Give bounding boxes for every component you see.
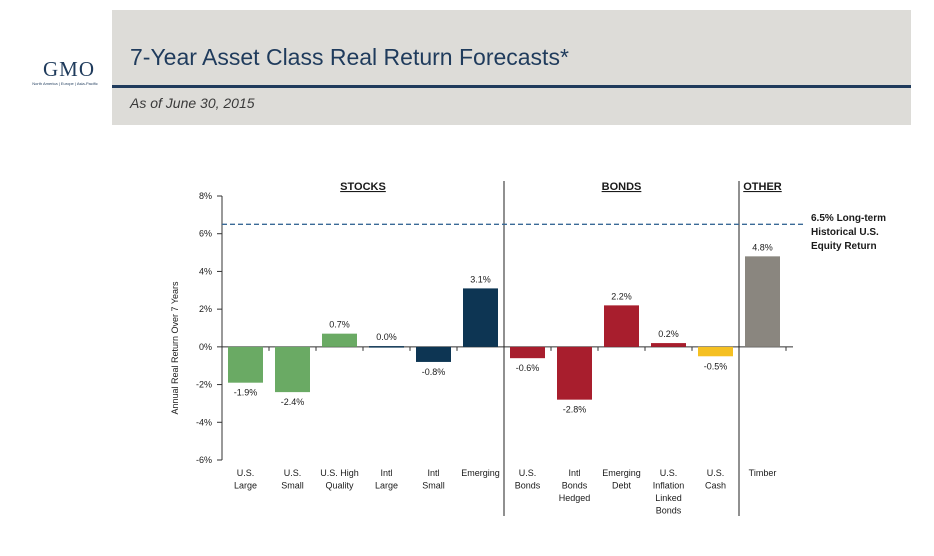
bar (463, 288, 498, 347)
bar-value-label: 4.8% (752, 242, 773, 252)
category-label: Intl (568, 468, 580, 478)
bar-value-label: -0.6% (516, 363, 540, 373)
gmo-logo: GMO (42, 57, 95, 81)
category-label: Emerging (602, 468, 641, 478)
y-tick-label: 4% (199, 266, 212, 276)
bar-value-label: -1.9% (234, 388, 258, 398)
reference-line-label: 6.5% Long-term (811, 213, 886, 224)
bar (698, 346, 733, 357)
bar (557, 346, 592, 400)
group-header-bonds: BONDS (602, 181, 642, 193)
bar (228, 346, 263, 383)
header-band (112, 10, 911, 125)
y-tick-label: -4% (196, 417, 212, 427)
category-label: Linked (655, 493, 682, 503)
bar (604, 305, 639, 347)
category-label: Hedged (559, 493, 591, 503)
bar (651, 343, 686, 347)
y-tick-label: 2% (199, 304, 212, 314)
category-label: Large (375, 481, 398, 491)
bar (369, 346, 404, 348)
group-header-stocks: STOCKS (340, 181, 386, 193)
category-label: U.S. (660, 468, 678, 478)
bar (416, 346, 451, 362)
category-label: Cash (705, 481, 726, 491)
bar-value-label: 0.2% (658, 329, 679, 339)
category-label: U.S. High (320, 468, 359, 478)
category-label: U.S. (237, 468, 255, 478)
category-label: Intl (380, 468, 392, 478)
reference-line-label: Equity Return (811, 241, 877, 252)
bar (510, 346, 545, 359)
category-label: Emerging (461, 468, 500, 478)
logo-subtitle: North America | Europe | Asia-Pacific (32, 81, 98, 86)
category-label: Large (234, 481, 257, 491)
category-label: Bonds (562, 481, 588, 491)
bar-value-label: 0.0% (376, 332, 397, 342)
category-label: Quality (325, 481, 354, 491)
y-tick-label: 0% (199, 342, 212, 352)
category-label: U.S. (519, 468, 537, 478)
category-label: Bonds (656, 506, 682, 516)
category-label: U.S. (284, 468, 302, 478)
bar-value-label: -0.8% (422, 367, 446, 377)
bar-value-label: -0.5% (704, 361, 728, 371)
y-tick-label: 8% (199, 191, 212, 201)
logo-area: GMO North America | Europe | Asia-Pacifi… (0, 10, 112, 125)
header-rule (112, 85, 911, 88)
page-title: 7-Year Asset Class Real Return Forecasts… (130, 44, 569, 70)
category-label: Small (422, 481, 445, 491)
group-header-other: OTHER (743, 181, 782, 193)
reference-line-label: Historical U.S. (811, 227, 879, 238)
category-label: Intl (427, 468, 439, 478)
category-label: Small (281, 481, 304, 491)
bar-value-label: 2.2% (611, 291, 632, 301)
category-label: Debt (612, 481, 632, 491)
category-label: Bonds (515, 481, 541, 491)
category-label: Timber (749, 468, 777, 478)
bar-value-label: 0.7% (329, 320, 350, 330)
category-label: U.S. (707, 468, 725, 478)
y-axis-label: Annual Real Return Over 7 Years (170, 281, 180, 415)
bar (745, 256, 780, 347)
bar-value-label: -2.4% (281, 397, 305, 407)
bar (322, 333, 357, 347)
category-label: Inflation (653, 481, 685, 491)
bar (275, 346, 310, 393)
y-tick-label: -6% (196, 455, 212, 465)
bar-value-label: 3.1% (470, 274, 491, 284)
page-subtitle: As of June 30, 2015 (130, 95, 255, 111)
y-tick-label: -2% (196, 380, 212, 390)
bar-value-label: -2.8% (563, 405, 587, 415)
y-tick-label: 6% (199, 229, 212, 239)
